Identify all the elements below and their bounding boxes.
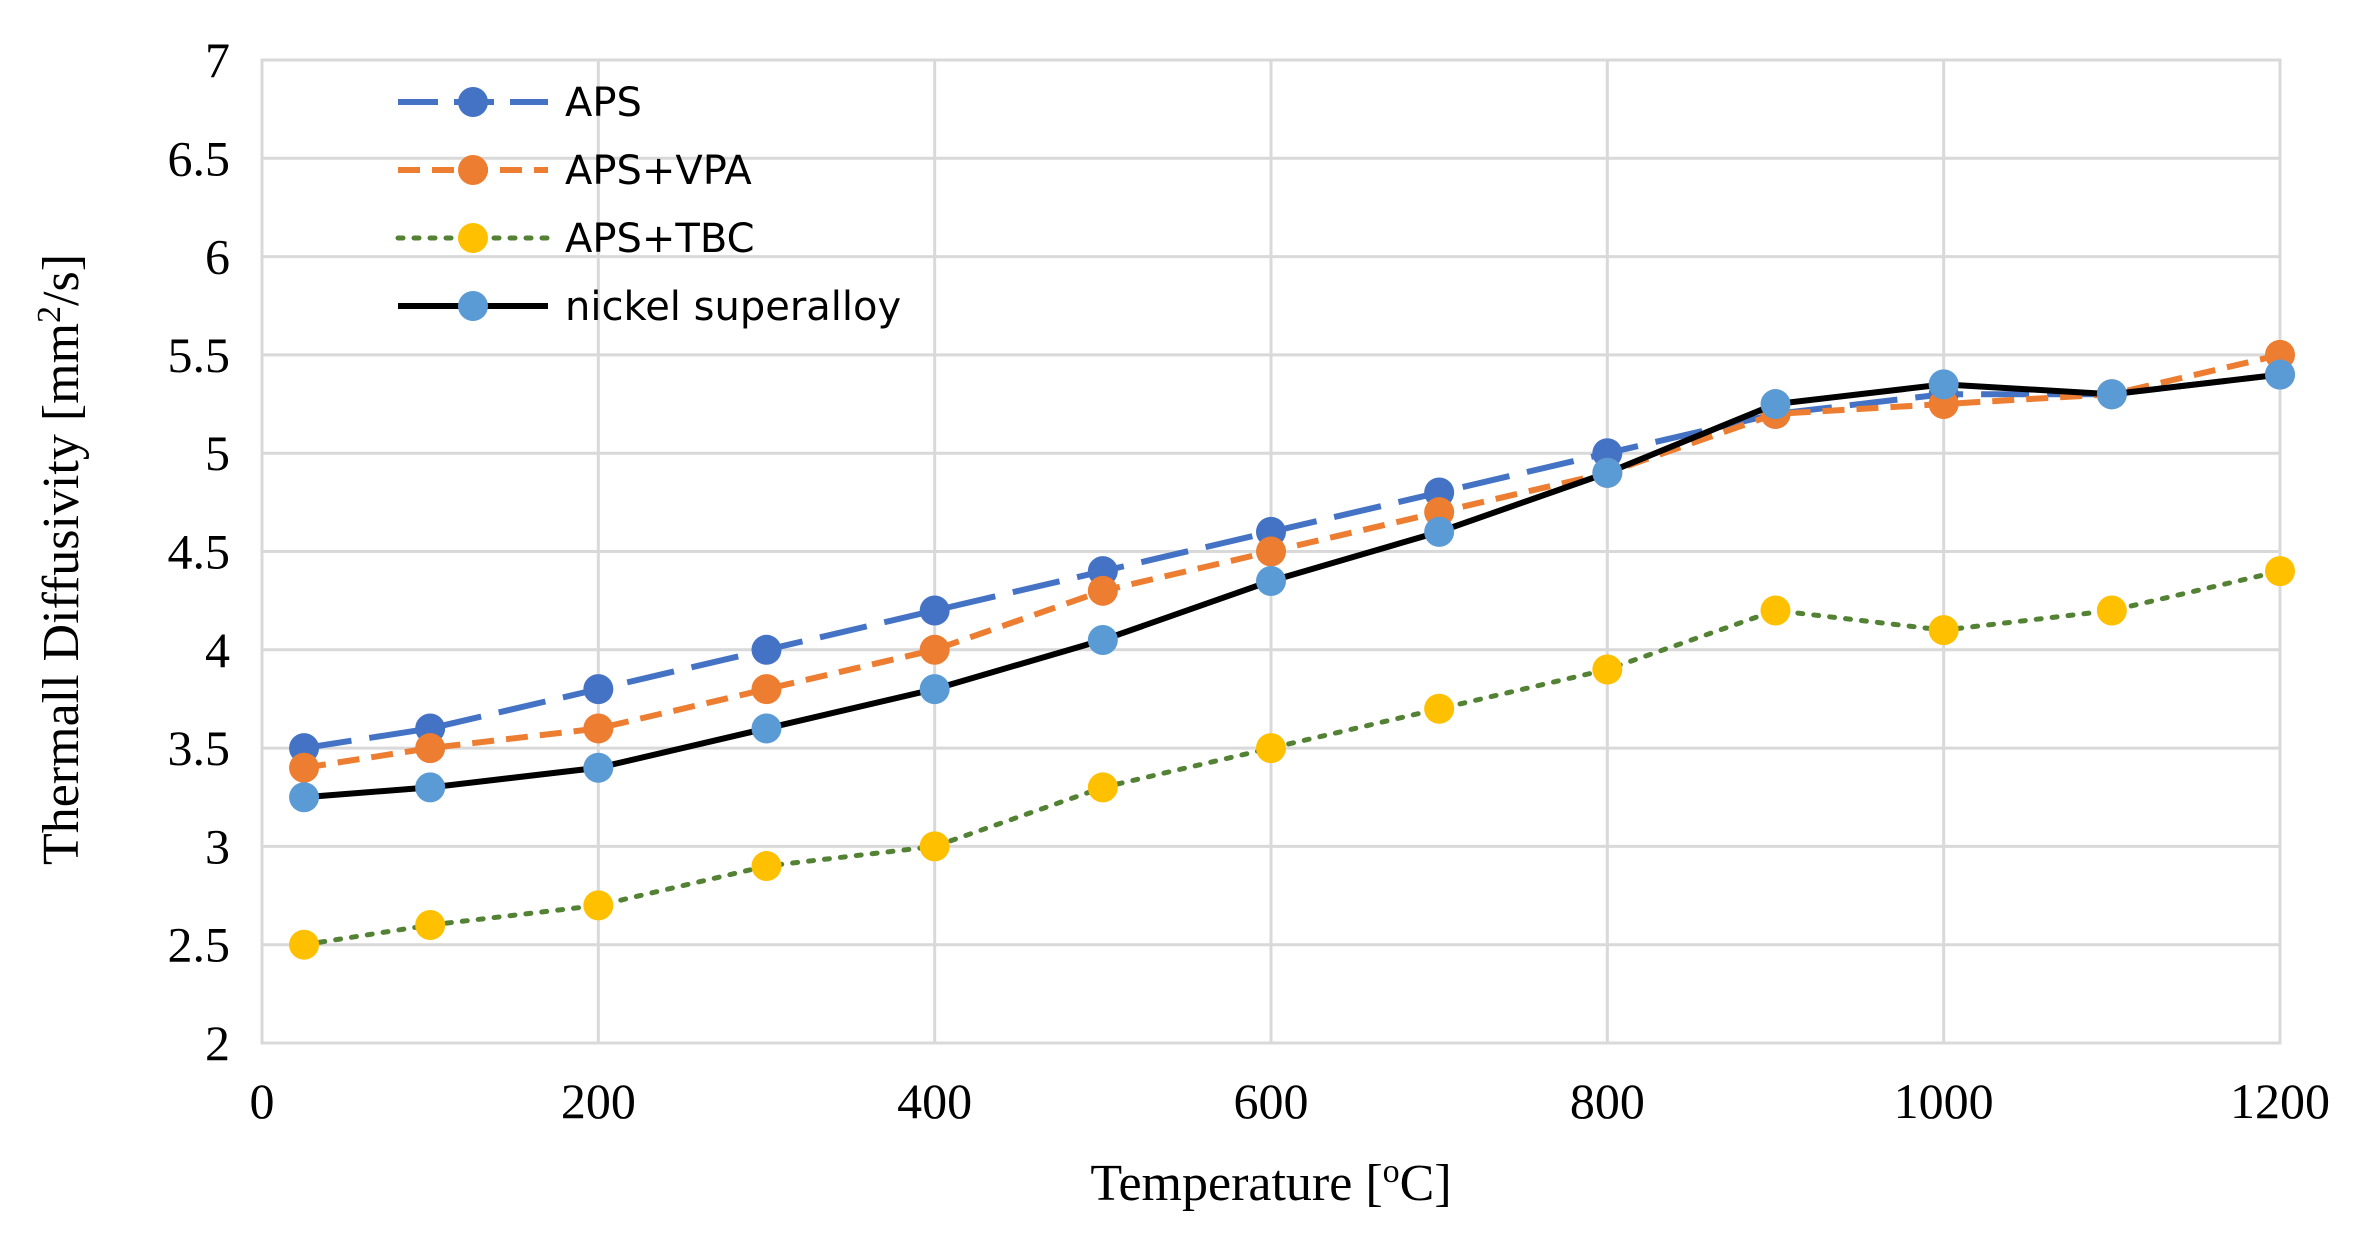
legend-marker <box>458 223 488 253</box>
series-nickel-superalloy <box>289 359 2295 813</box>
series-aps-vpa <box>289 339 2295 783</box>
y-tick-label: 5.5 <box>168 327 231 383</box>
data-point <box>1087 575 1118 606</box>
data-point <box>583 713 614 744</box>
y-tick-label: 7 <box>205 32 230 88</box>
data-point <box>751 713 782 744</box>
x-tick-label: 400 <box>897 1073 972 1129</box>
data-point <box>1256 536 1286 567</box>
legend-marker <box>458 155 488 185</box>
data-point <box>1592 654 1623 685</box>
y-tick-label: 3 <box>205 818 230 874</box>
legend-label: APS+VPA <box>565 148 752 194</box>
data-point <box>415 910 446 941</box>
legend-label: APS+TBC <box>565 216 755 262</box>
data-point <box>1087 772 1118 803</box>
data-point <box>289 782 320 813</box>
data-point <box>583 752 614 783</box>
series-line <box>303 351 2281 771</box>
y-tick-label: 6 <box>205 229 230 285</box>
legend-marker <box>458 87 488 117</box>
x-tick-label: 600 <box>1234 1073 1309 1129</box>
y-tick-labels: 2 2.5 3 3.5 4 4.5 5 5.5 6 6.5 7 <box>168 32 231 1071</box>
data-point <box>1256 733 1286 764</box>
plot-area <box>260 58 2282 1045</box>
data-point <box>919 595 950 626</box>
data-point <box>751 634 782 665</box>
data-point <box>2096 595 2127 626</box>
legend-label: APS <box>565 80 642 126</box>
data-point <box>2265 556 2295 587</box>
data-point <box>2265 359 2295 390</box>
y-tick-label: 4 <box>205 622 230 678</box>
series-aps-tbc <box>289 556 2295 960</box>
x-tick-label: 800 <box>1570 1073 1645 1129</box>
y-tick-label: 3.5 <box>168 720 231 776</box>
data-point <box>583 674 614 705</box>
data-point <box>751 674 782 705</box>
data-point <box>415 772 446 803</box>
data-point <box>919 634 950 665</box>
data-point <box>1424 693 1455 724</box>
data-point <box>1928 615 1959 646</box>
data-point <box>289 929 320 960</box>
x-tick-label: 0 <box>250 1073 275 1129</box>
y-tick-label: 5 <box>205 425 230 481</box>
legend-label: nickel superalloy <box>565 284 901 330</box>
data-point <box>919 831 950 862</box>
y-tick-label: 4.5 <box>168 524 231 580</box>
data-point <box>415 733 446 764</box>
data-point <box>583 890 614 921</box>
data-point <box>1928 369 1959 400</box>
series-aps <box>289 359 2295 764</box>
data-point <box>1760 595 1791 626</box>
data-point <box>751 851 782 882</box>
data-point <box>1087 624 1118 655</box>
data-point <box>289 752 320 783</box>
data-point <box>1256 565 1286 596</box>
y-tick-label: 2 <box>205 1015 230 1071</box>
y-tick-label: 2.5 <box>168 917 231 973</box>
x-tick-labels: 0 200 400 600 800 1000 1200 <box>250 1073 2331 1129</box>
legend: APS APS+VPA APS+TBC nickel superalloy <box>395 80 901 330</box>
x-tick-label: 200 <box>561 1073 636 1129</box>
data-point <box>919 674 950 705</box>
x-tick-label: 1000 <box>1894 1073 1994 1129</box>
legend-marker <box>458 291 488 321</box>
data-point <box>1424 516 1455 547</box>
series-group <box>289 339 2295 960</box>
x-tick-label: 1200 <box>2230 1073 2330 1129</box>
data-point <box>1760 389 1791 420</box>
y-tick-label: 6.5 <box>168 130 231 186</box>
data-point <box>2096 379 2127 410</box>
y-axis-title: Thermall Diffusivity [mm2/s] <box>31 254 90 865</box>
x-axis-title: Temperature [oC] <box>1090 1153 1451 1212</box>
data-point <box>1592 457 1623 488</box>
